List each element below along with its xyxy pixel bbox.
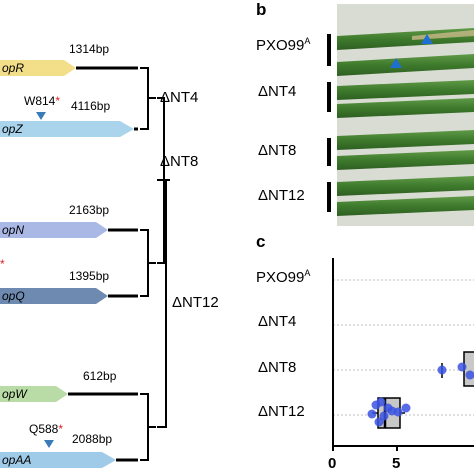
point-nt12 — [401, 403, 411, 413]
x-tick-label-5: 5 — [392, 455, 401, 472]
bp-label-opZ: 4116bp — [71, 99, 111, 113]
lesion-arrow-2 — [390, 58, 402, 68]
point-nt8 — [465, 370, 474, 380]
mutation-marker-q588 — [44, 440, 54, 448]
leaf-stripes — [337, 28, 474, 216]
chart-category-pxo99a: PXO99A — [256, 268, 311, 286]
point-nt8 — [457, 362, 467, 372]
point-nt12 — [367, 409, 377, 419]
panel-b-letter: b — [256, 0, 267, 19]
bp-label-opAA: 2088bp — [72, 432, 113, 446]
data-points — [367, 362, 474, 427]
chart-category-nt8: ΔNT8 — [258, 359, 297, 376]
gene-arrow-opN — [0, 222, 108, 238]
strain-label-nt8: ΔNT8 — [258, 142, 297, 159]
bp-label-opQ: 1395bp — [69, 269, 110, 283]
panel-c-letter: c — [256, 232, 266, 251]
bp-label-opW: 612bp — [83, 369, 117, 383]
point-nt12 — [379, 411, 389, 421]
gene-label-opN: opN — [2, 223, 25, 237]
point-nt12 — [376, 397, 386, 407]
chart-category-nt4: ΔNT4 — [258, 313, 297, 330]
gene-label-opZ: opZ — [2, 122, 23, 136]
strain-label-nt12: ΔNT12 — [258, 187, 305, 204]
x-tick-label-0: 0 — [328, 455, 337, 472]
group-label-nt12: ΔNT12 — [172, 294, 219, 311]
group-label-nt4: ΔNT4 — [160, 89, 199, 106]
gene-arrow-opQ — [0, 288, 108, 304]
mutation-marker-w814 — [36, 112, 46, 120]
mutation-label-q588: Q588* — [29, 422, 64, 436]
strain-label-pxo99a: PXO99A — [256, 36, 311, 54]
gene-label-opQ: opQ — [2, 289, 25, 303]
gene-arrow-opAA — [0, 452, 116, 468]
grid-lines — [333, 279, 474, 416]
point-nt12 — [374, 417, 384, 427]
bp-label-opN: 2163bp — [69, 203, 110, 217]
gene-label-opR: opR — [2, 61, 25, 75]
gene-arrow-opR — [0, 60, 76, 76]
gene-label-opAA: opAA — [2, 453, 32, 467]
gene-arrow-opZ — [0, 121, 134, 137]
lesion-arrow-1 — [421, 34, 433, 44]
strain-bars — [327, 34, 331, 212]
point-nt12 — [393, 407, 403, 417]
gene-label-opW: opW — [2, 387, 27, 401]
grouping-brackets — [140, 67, 170, 461]
gene-arrow-opW — [0, 386, 68, 402]
connector-lines — [68, 66, 138, 462]
mutation-label-w814: W814* — [24, 94, 61, 108]
bp-label-opR: 1314bp — [69, 42, 110, 56]
stray-star: * — [0, 257, 5, 271]
point-nt8 — [437, 365, 447, 375]
strain-label-nt4: ΔNT4 — [258, 83, 297, 100]
group-label-nt8: ΔNT8 — [160, 153, 199, 170]
chart-category-nt12: ΔNT12 — [258, 403, 305, 420]
